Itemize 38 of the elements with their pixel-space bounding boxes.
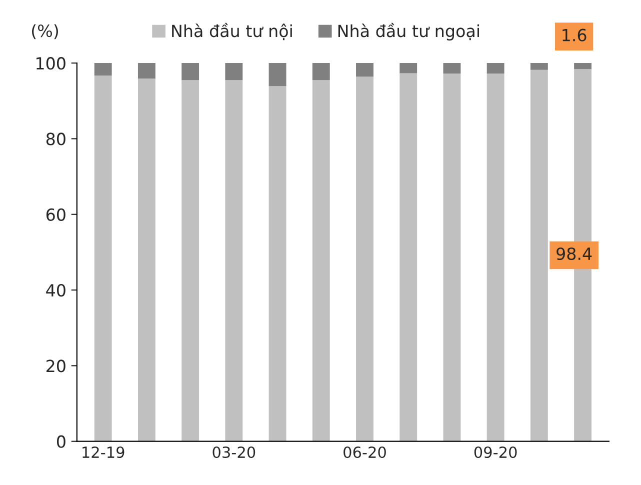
x-tick-label: 06-20 xyxy=(344,446,386,458)
y-tick-label: 60 xyxy=(46,208,66,221)
bar xyxy=(225,80,243,442)
bar xyxy=(312,63,330,80)
y-tick-label: 40 xyxy=(46,284,66,297)
x-tick-label: 09-20 xyxy=(474,446,517,458)
y-tick-label: 0 xyxy=(57,435,66,448)
bar xyxy=(225,63,243,80)
bar xyxy=(356,63,374,77)
bar xyxy=(400,73,418,442)
bar xyxy=(486,74,504,442)
x-tick-label: 12-19 xyxy=(82,446,124,458)
y-tick-label: 80 xyxy=(46,132,66,146)
bar xyxy=(486,63,504,74)
bar xyxy=(574,63,592,70)
y-tick-label: 20 xyxy=(46,360,66,372)
bar xyxy=(94,76,112,442)
bar xyxy=(268,86,286,442)
bar xyxy=(400,63,418,74)
legend-label: Nhà đầu tư ngoại xyxy=(338,22,479,40)
bar xyxy=(138,78,156,442)
bar xyxy=(356,76,374,442)
bar xyxy=(182,80,200,442)
bar xyxy=(443,74,461,442)
bar xyxy=(530,63,548,70)
y-axis-title: (%) xyxy=(32,24,58,40)
bar xyxy=(530,70,548,442)
legend-label: Nhà đầu tư nội xyxy=(172,22,292,40)
data-label: 98.4 xyxy=(556,247,592,260)
x-tick-label: 03-20 xyxy=(212,446,256,458)
data-label: 1.6 xyxy=(562,28,586,42)
bar xyxy=(182,63,200,80)
bar xyxy=(268,63,286,86)
bar xyxy=(94,63,112,76)
bar xyxy=(443,63,461,74)
bar xyxy=(138,63,156,79)
y-tick-label: 100 xyxy=(36,57,66,70)
bar xyxy=(312,80,330,442)
